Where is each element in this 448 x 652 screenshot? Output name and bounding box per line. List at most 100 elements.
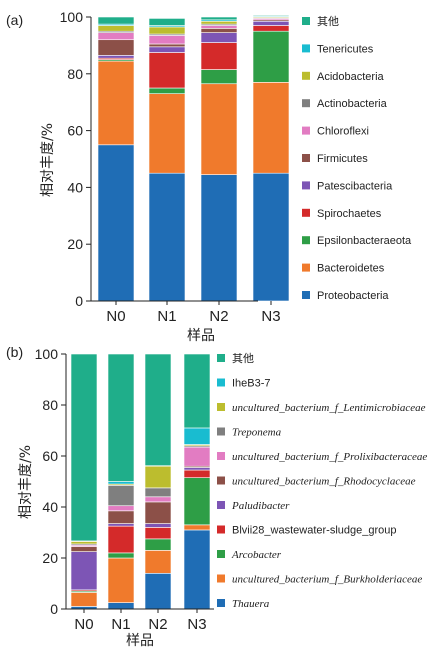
a-legend-label-firmicutes: Firmicutes — [317, 153, 368, 165]
b-y-tick-label-60: 60 — [42, 448, 58, 464]
b-legend-swatch-uncultured-bacterium-f-prolixibacteraceae — [217, 452, 225, 460]
b-legend-swatch-paludibacter — [217, 501, 225, 509]
b-legend-label-blvii28-wastewater-sludge-group: Blvii28_wastewater-sludge_group — [232, 525, 396, 537]
panel-b: (b) 相对丰度/% 样品 0 20 40 60 80 100 N0 N1 N2 N3 Thau… — [6, 344, 427, 649]
a-bar-n1-firmicutes — [148, 43, 186, 48]
b-bar-n2-series-10 — [144, 353, 172, 466]
b-bar-n2-arcobacter — [144, 538, 172, 551]
b-legend-label-thauera: Thauera — [232, 598, 270, 610]
b-y-tick-label-0: 0 — [50, 601, 58, 617]
a-legend-swatch-actinobacteria — [302, 99, 310, 108]
a-y-tick-label-80: 80 — [67, 66, 83, 82]
a-legend-label-epsilonbacteraeota: Epsilonbacteraeota — [317, 235, 412, 247]
a-bar-n3-patescibacteria — [252, 20, 290, 26]
b-bar-n3-series-10 — [183, 353, 211, 429]
a-y-tick-label-0: 0 — [75, 293, 83, 309]
a-bar-n0-chloroflexi — [97, 32, 135, 41]
a-legend-label-actinobacteria: Actinobacteria — [317, 98, 388, 110]
b-legend-swatch-series-10 — [217, 354, 225, 362]
a-bar-n3-proteobacteria — [252, 172, 290, 302]
panel-b-y-axis-label: 相对丰度/% — [18, 445, 34, 519]
a-bar-n3-series-10 — [252, 14, 290, 17]
a-bar-n1-proteobacteria — [148, 172, 186, 302]
a-legend-swatch-bacteroidetes — [302, 263, 310, 272]
a-bar-n2-acidobacteria — [200, 20, 238, 25]
a-legend-swatch-proteobacteria — [302, 291, 310, 299]
b-x-tick-label-n3: N3 — [187, 616, 206, 633]
b-bar-n1-blvii28-wastewater-sludge-group — [107, 525, 135, 554]
b-legend-label-uncultured-bacterium-f-prolixibacteraceae: uncultured_bacterium_f_Prolixibacteracea… — [232, 451, 427, 463]
panel-a-x-axis-label: 样品 — [187, 328, 215, 344]
a-y-tick-label-40: 40 — [67, 179, 83, 195]
b-legend-swatch-uncultured-bacterium-f-rhodocyclaceae — [217, 476, 225, 485]
a-bar-n2-epsilonbacteraeota — [200, 69, 238, 85]
b-legend-label-treponema: Treponema — [232, 427, 282, 439]
b-y-tick-label-80: 80 — [42, 397, 58, 413]
b-legend-label-uncultured-bacterium-f-lentimicrobiaceae: uncultured_bacterium_f_Lentimicrobiaceae — [232, 402, 426, 414]
b-bar-n2-uncultured-bacterium-f-prolixibacteraceae — [144, 496, 172, 503]
a-bar-n1-epsilonbacteraeota — [148, 87, 186, 94]
b-bar-n1-arcobacter — [107, 552, 135, 559]
a-bar-n1-spirochaetes — [148, 52, 186, 89]
b-y-tick-label-100: 100 — [35, 346, 59, 362]
b-bar-n1-uncultured-bacterium-f-rhodocyclaceae — [107, 510, 135, 524]
b-legend-label-uncultured-bacterium-f-burkholderiaceae: uncultured_bacterium_f_Burkholderiaceae — [232, 574, 422, 586]
b-bar-n2-treponema — [144, 487, 172, 498]
b-x-tick-label-n2: N2 — [148, 616, 167, 633]
b-legend-label-arcobacter: Arcobacter — [231, 549, 282, 561]
b-legend-swatch-uncultured-bacterium-f-lentimicrobiaceae — [217, 403, 225, 411]
b-y-tick-label-20: 20 — [42, 550, 58, 566]
b-bar-n1-paludibacter — [107, 523, 135, 527]
a-bar-n2-bacteroidetes — [200, 83, 238, 175]
a-bar-n0-acidobacteria — [97, 25, 135, 32]
a-legend-label-patescibacteria: Patescibacteria — [317, 180, 393, 192]
a-legend-swatch-acidobacteria — [302, 71, 310, 80]
a-x-tick-label-n1: N1 — [157, 308, 176, 325]
a-legend-swatch-chloroflexi — [302, 126, 310, 135]
b-bar-n2-paludibacter — [144, 523, 172, 528]
a-bar-n1-bacteroidetes — [148, 93, 186, 174]
a-legend-label-tenericutes: Tenericutes — [317, 43, 374, 55]
a-bar-n2-spirochaetes — [200, 42, 238, 70]
b-bar-n2-uncultured-bacterium-f-rhodocyclaceae — [144, 501, 172, 524]
a-bar-n2-firmicutes — [200, 28, 238, 33]
b-legend-swatch-blvii28-wastewater-sludge-group — [217, 525, 225, 534]
b-bar-n1-treponema — [107, 485, 135, 507]
a-bar-n2-series-10 — [200, 16, 238, 21]
a-bar-n2-proteobacteria — [200, 174, 238, 302]
b-bar-n0-paludibacter — [70, 551, 98, 591]
a-legend-label-acidobacteria: Acidobacteria — [317, 71, 385, 83]
b-bar-n1-uncultured-bacterium-f-prolixibacteraceae — [107, 505, 135, 512]
a-bar-n3-spirochaetes — [252, 25, 290, 32]
a-legend-label-series-10: 其他 — [317, 15, 339, 28]
b-bar-n3-uncultured-bacterium-f-prolixibacteraceae — [183, 446, 211, 467]
a-legend-swatch-firmicutes — [302, 154, 310, 162]
b-y-tick-label-40: 40 — [42, 499, 58, 515]
b-bar-n3-uncultured-bacterium-f-burkholderiaceae — [183, 524, 211, 531]
a-y-tick-label-100: 100 — [60, 9, 84, 25]
panel-a-y-axis-label: 相对丰度/% — [40, 123, 56, 197]
a-x-tick-label-n2: N2 — [209, 308, 228, 325]
a-bar-n0-patescibacteria — [97, 55, 135, 59]
a-legend-label-bacteroidetes: Bacteroidetes — [317, 263, 385, 275]
a-bar-n1-chloroflexi — [148, 35, 186, 45]
panel-b-x-axis-label: 样品 — [126, 633, 154, 649]
a-legend-swatch-tenericutes — [302, 44, 310, 53]
b-x-tick-label-n1: N1 — [111, 616, 130, 633]
a-legend-swatch-series-10 — [302, 17, 310, 25]
b-bar-n0-uncultured-bacterium-f-lentimicrobiaceae — [70, 541, 98, 545]
a-bar-n1-acidobacteria — [148, 26, 186, 35]
a-legend-label-chloroflexi: Chloroflexi — [317, 126, 369, 138]
a-y-tick-label-60: 60 — [67, 123, 83, 139]
a-legend-label-proteobacteria: Proteobacteria — [317, 290, 389, 302]
a-bar-n1-series-10 — [148, 18, 186, 26]
b-bar-n3-iheb3-7 — [183, 427, 211, 445]
panel-a: (a) 相对丰度/% 样品 0 20 40 60 80 100 N0 N1 N2 N3 Prot… — [6, 9, 412, 344]
a-legend-swatch-epsilonbacteraeota — [302, 236, 310, 245]
a-legend-label-spirochaetes: Spirochaetes — [317, 208, 382, 220]
b-bar-n2-thauera — [144, 572, 172, 610]
b-bar-n1-thauera — [107, 602, 135, 610]
panel-b-label: (b) — [6, 344, 23, 360]
b-bar-n1-series-10 — [107, 353, 135, 482]
